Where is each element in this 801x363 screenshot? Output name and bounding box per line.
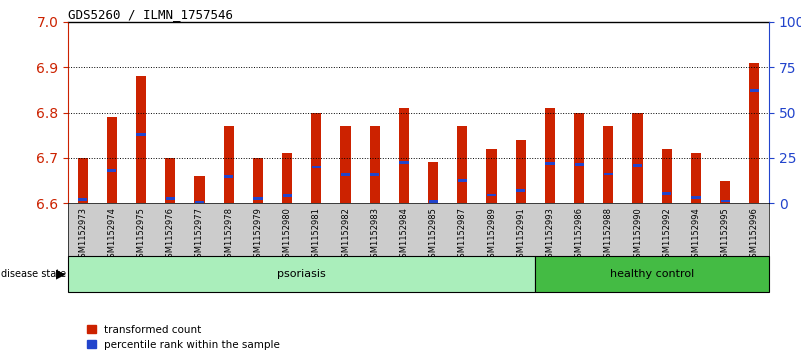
Bar [633,164,642,167]
Bar [253,197,263,200]
Bar [341,174,350,176]
Bar [223,126,234,203]
Bar [487,194,496,196]
Text: GSM1152979: GSM1152979 [253,208,263,264]
Text: GSM1152994: GSM1152994 [691,208,700,263]
Bar [107,117,117,203]
Bar [312,113,321,203]
Text: GSM1152981: GSM1152981 [312,208,321,264]
Bar [283,195,292,197]
Bar [399,108,409,203]
Text: healthy control: healthy control [610,269,694,279]
Bar [749,63,759,203]
Text: GSM1152988: GSM1152988 [604,208,613,264]
Text: GSM1152991: GSM1152991 [516,208,525,263]
Text: GSM1152976: GSM1152976 [166,208,175,264]
Text: GSM1152975: GSM1152975 [137,208,146,264]
Bar [457,179,467,182]
Bar [750,89,759,92]
Legend: transformed count, percentile rank within the sample: transformed count, percentile rank withi… [87,325,280,350]
Text: GSM1152993: GSM1152993 [545,208,554,264]
FancyBboxPatch shape [535,256,769,292]
Text: GSM1152987: GSM1152987 [458,208,467,264]
Text: GSM1152985: GSM1152985 [429,208,437,264]
Text: GSM1152995: GSM1152995 [721,208,730,263]
Text: GSM1152978: GSM1152978 [224,208,233,264]
Text: GSM1152990: GSM1152990 [633,208,642,263]
FancyBboxPatch shape [68,256,535,292]
Bar [721,200,730,203]
Bar [574,163,584,166]
Bar [690,154,701,203]
Text: psoriasis: psoriasis [277,269,326,279]
Text: ▶: ▶ [56,268,66,281]
Bar [340,126,351,203]
Text: GSM1152984: GSM1152984 [400,208,409,264]
Bar [282,154,292,203]
Bar [370,174,380,176]
Text: GSM1152974: GSM1152974 [107,208,116,264]
Bar [603,126,614,203]
Bar [516,140,525,203]
Bar [428,162,438,203]
Bar [78,158,88,203]
Text: GSM1152980: GSM1152980 [283,208,292,264]
Bar [662,192,671,195]
Text: GSM1152983: GSM1152983 [370,208,379,264]
Bar [633,113,642,203]
Bar [107,169,116,172]
Text: disease state: disease state [1,269,66,279]
Text: GSM1152996: GSM1152996 [750,208,759,264]
Text: GDS5260 / ILMN_1757546: GDS5260 / ILMN_1757546 [68,8,233,21]
Bar [691,196,701,199]
Bar [136,133,146,136]
Text: GSM1152989: GSM1152989 [487,208,496,264]
Bar [457,126,468,203]
Bar [516,189,525,192]
Bar [165,158,175,203]
Bar [662,149,672,203]
Bar [224,175,233,178]
Bar [78,198,87,201]
Bar [369,126,380,203]
Bar [486,149,497,203]
Bar [545,108,555,203]
Bar [604,173,613,175]
Bar [195,201,204,204]
Bar [400,161,409,164]
Text: GSM1152986: GSM1152986 [574,208,584,264]
Bar [195,176,204,203]
Text: GSM1152977: GSM1152977 [195,208,204,264]
Bar [312,166,321,168]
Bar [136,76,147,203]
Text: GSM1152982: GSM1152982 [341,208,350,264]
Bar [720,180,731,203]
Bar [545,162,554,165]
Text: GSM1152992: GSM1152992 [662,208,671,263]
Bar [429,200,437,203]
Text: GSM1152973: GSM1152973 [78,208,87,264]
Bar [253,158,263,203]
Bar [574,113,584,203]
Bar [166,197,175,200]
